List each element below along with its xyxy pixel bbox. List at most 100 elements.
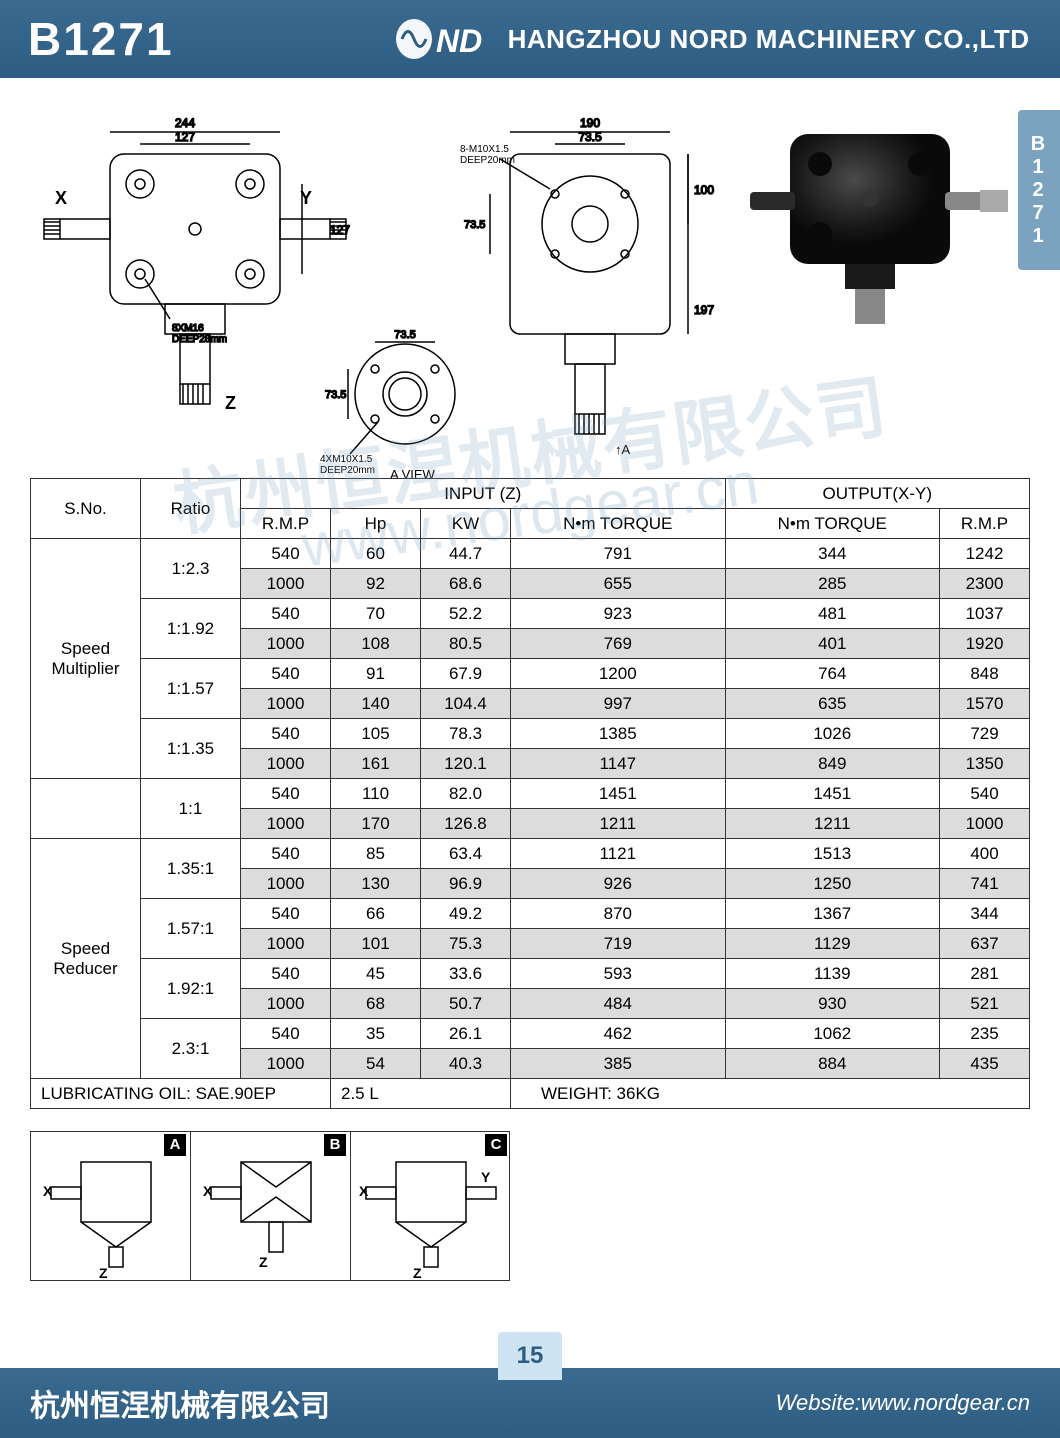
website: Website:www.nordgear.cn <box>776 1390 1030 1416</box>
svg-text:Z: Z <box>99 1265 108 1280</box>
technical-drawings: 244 127 127 8XM16DEEP28mm X Y Z 73.5 73.… <box>30 94 1030 474</box>
table-row: 1:154011082.014511451540 <box>31 779 1030 809</box>
table-row: 1:1.3554010578.313851026729 <box>31 719 1030 749</box>
cell-value: 1920 <box>940 629 1030 659</box>
svg-text:8-M10X1.5: 8-M10X1.5 <box>460 144 509 155</box>
cell-value: 2300 <box>940 569 1030 599</box>
cell-value: 82.0 <box>421 779 511 809</box>
svg-text:Z: Z <box>413 1265 422 1280</box>
cell-value: 33.6 <box>421 959 511 989</box>
cell-value: 49.2 <box>421 899 511 929</box>
cell-value: 997 <box>511 689 726 719</box>
cell-value: 540 <box>241 839 331 869</box>
cell-value: 484 <box>511 989 726 1019</box>
cell-value: 75.3 <box>421 929 511 959</box>
cell-ratio: 2.3:1 <box>141 1019 241 1079</box>
cell-value: 40.3 <box>421 1049 511 1079</box>
cell-value: 741 <box>940 869 1030 899</box>
svg-text:73.5: 73.5 <box>325 389 346 401</box>
svg-text:73.5: 73.5 <box>578 130 602 144</box>
cell-value: 540 <box>241 659 331 689</box>
model-number: B1271 <box>28 12 174 66</box>
cell-value: 1000 <box>241 929 331 959</box>
cell-value: 101 <box>331 929 421 959</box>
svg-text:X: X <box>359 1183 369 1199</box>
cell-value: 126.8 <box>421 809 511 839</box>
table-row: 1.57:15406649.28701367344 <box>31 899 1030 929</box>
footer-oil: LUBRICATING OIL: SAE.90EP <box>31 1079 331 1109</box>
cell-value: 1211 <box>725 809 940 839</box>
cell-value: 1211 <box>511 809 726 839</box>
cell-value: 400 <box>940 839 1030 869</box>
cell-value: 635 <box>725 689 940 719</box>
svg-text:127: 127 <box>175 130 195 144</box>
spec-table: S.No. Ratio INPUT (Z) OUTPUT(X-Y) R.M.P … <box>30 478 1030 1109</box>
cell-value: 60 <box>331 539 421 569</box>
th-nm: N•m TORQUE <box>511 509 726 539</box>
cell-value: 540 <box>241 599 331 629</box>
company-name: HANGZHOU NORD MACHINERY CO.,LTD <box>508 24 1030 55</box>
cell-value: 1000 <box>241 869 331 899</box>
svg-text:X: X <box>55 188 67 208</box>
cell-value: 1350 <box>940 749 1030 779</box>
cell-value: 45 <box>331 959 421 989</box>
cell-ratio: 1:1 <box>141 779 241 839</box>
cell-value: 719 <box>511 929 726 959</box>
cell-value: 1000 <box>940 809 1030 839</box>
cell-value: 764 <box>725 659 940 689</box>
drawing-side-view: 190 73.5 100 197 73.5 8-M10X1.5 DEEP20mm… <box>460 94 720 474</box>
cell-value: 540 <box>241 959 331 989</box>
cell-value: 67.9 <box>421 659 511 689</box>
th-hp: Hp <box>331 509 421 539</box>
cell-value: 78.3 <box>421 719 511 749</box>
svg-text:127: 127 <box>330 223 350 237</box>
cell-value: 637 <box>940 929 1030 959</box>
cell-value: 540 <box>241 1019 331 1049</box>
table-row: 1.92:15404533.65931139281 <box>31 959 1030 989</box>
svg-text:X: X <box>43 1183 53 1199</box>
cell-value: 52.2 <box>421 599 511 629</box>
cell-value: 791 <box>511 539 726 569</box>
cell-value: 281 <box>940 959 1030 989</box>
cell-value: 1242 <box>940 539 1030 569</box>
cell-value: 92 <box>331 569 421 599</box>
cell-value: 108 <box>331 629 421 659</box>
svg-text:100: 100 <box>694 183 714 197</box>
config-a: A X Z <box>31 1132 191 1280</box>
cell-value: 104.4 <box>421 689 511 719</box>
cell-value: 1139 <box>725 959 940 989</box>
nd-logo-icon: ND <box>394 16 494 62</box>
svg-text:197: 197 <box>694 303 714 317</box>
cell-value: 1000 <box>241 689 331 719</box>
page-number: 15 <box>498 1332 562 1380</box>
th-output: OUTPUT(X-Y) <box>725 479 1030 509</box>
cell-value: 66 <box>331 899 421 929</box>
table-row: 2.3:15403526.14621062235 <box>31 1019 1030 1049</box>
company-name-cn: 杭州恒涅机械有限公司 <box>30 1381 330 1425</box>
cell-value: 285 <box>725 569 940 599</box>
cell-value: 110 <box>331 779 421 809</box>
side-tab-char: B <box>1031 133 1047 156</box>
table-row: Speed Multiplier1:2.35406044.77913441242 <box>31 539 1030 569</box>
cell-value: 54 <box>331 1049 421 1079</box>
th-sno: S.No. <box>31 479 141 539</box>
cell-value: 385 <box>511 1049 726 1079</box>
cell-value: 1513 <box>725 839 940 869</box>
cell-value: 1000 <box>241 569 331 599</box>
cell-value: 1000 <box>241 809 331 839</box>
table-body: Speed Multiplier1:2.35406044.77913441242… <box>31 539 1030 1079</box>
svg-text:73.5: 73.5 <box>464 219 485 231</box>
cell-value: 120.1 <box>421 749 511 779</box>
cell-value: 930 <box>725 989 940 1019</box>
cell-value: 1451 <box>725 779 940 809</box>
th-nm-out: N•m TORQUE <box>725 509 940 539</box>
svg-text:DEEP28mm: DEEP28mm <box>172 334 227 345</box>
cell-value: 35 <box>331 1019 421 1049</box>
cell-value: 521 <box>940 989 1030 1019</box>
cell-value: 235 <box>940 1019 1030 1049</box>
page-header: B1271 ND HANGZHOU NORD MACHINERY CO.,LTD <box>0 0 1060 78</box>
cell-value: 70 <box>331 599 421 629</box>
cell-value: 769 <box>511 629 726 659</box>
cell-value: 729 <box>940 719 1030 749</box>
th-input: INPUT (Z) <box>241 479 726 509</box>
